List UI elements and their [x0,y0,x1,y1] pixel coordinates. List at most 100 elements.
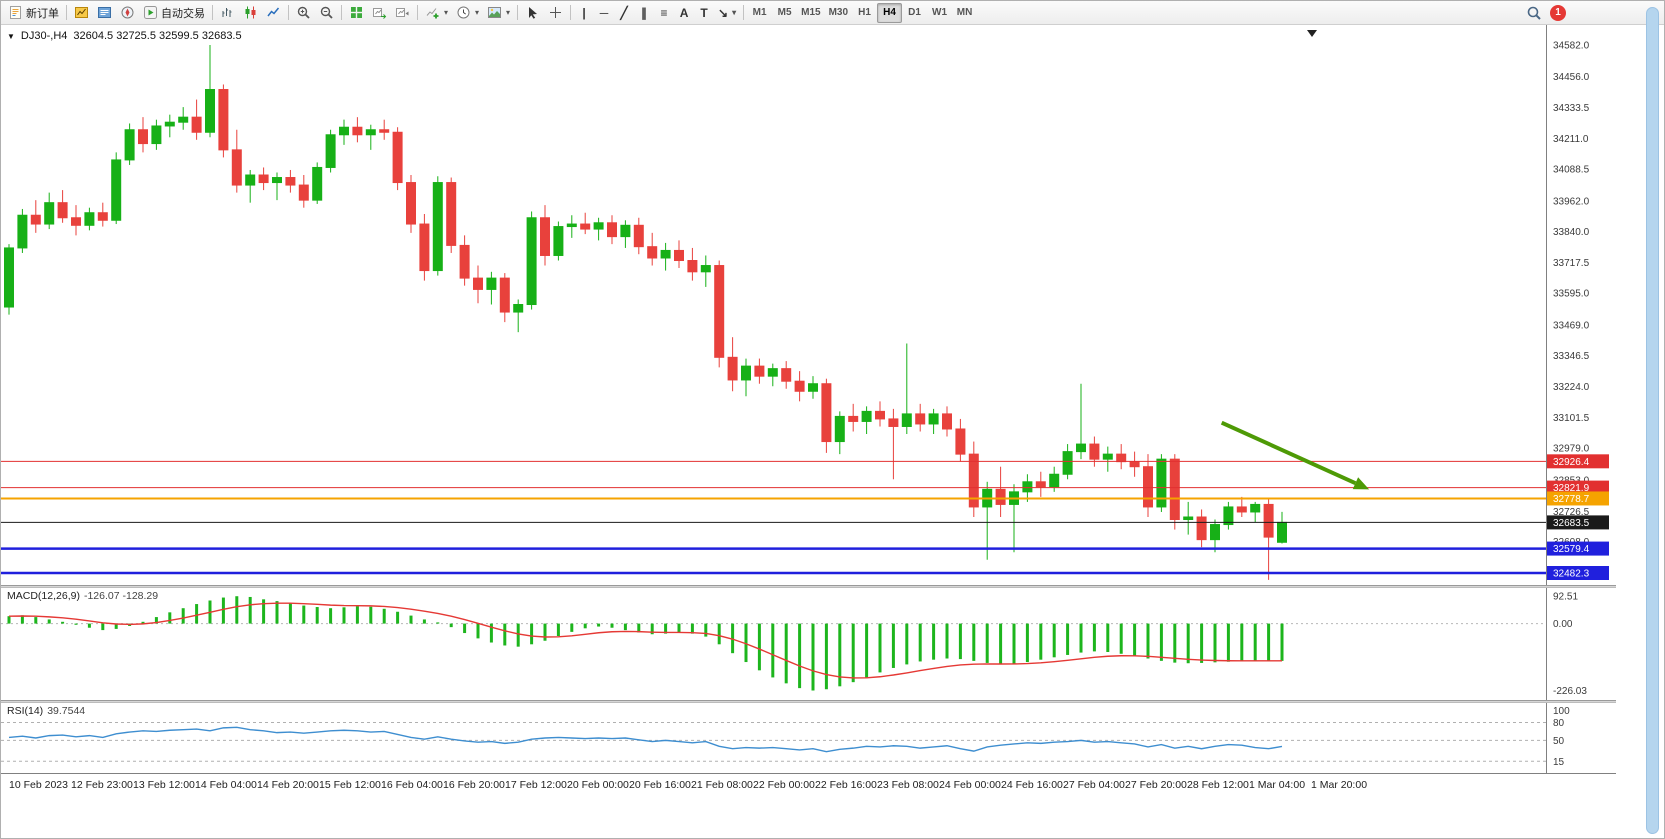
svg-text:32482.3: 32482.3 [1553,569,1590,580]
search-icon [1527,6,1541,20]
new-order-button[interactable]: 新订单 [4,3,63,23]
timeframe-m1-button[interactable]: M1 [747,3,772,23]
price-tag [1547,454,1609,469]
dropdown-arrow-icon: ▾ [506,8,511,17]
time-label: 1 Mar 04:00 [1249,779,1306,791]
indicators-button[interactable]: ▾ [421,3,452,23]
candles-group[interactable] [4,45,1287,580]
svg-text:33962.0: 33962.0 [1553,196,1590,207]
svg-text:80: 80 [1553,718,1565,729]
notification-badge[interactable]: 1 [1550,4,1566,21]
rsi-panel: 100 80 50 15 RSI(14) 39.7544 [1,703,1616,773]
time-label: 15 Feb 12:00 [319,779,381,791]
svg-text:32979.0: 32979.0 [1553,444,1590,455]
profiles-button[interactable] [93,3,116,23]
time-label: 13 Feb 12:00 [133,779,195,791]
svg-text:33346.5: 33346.5 [1553,351,1590,362]
cursor-icon [529,7,538,19]
toolbar-separator [417,5,418,20]
svg-text:-226.03: -226.03 [1553,686,1587,697]
chart-window: 34582.0 34456.0 34333.5 34211.0 34088.5 33962… [1,25,1616,795]
new-chart-icon [75,7,88,18]
time-label: 23 Feb 08:00 [877,779,939,791]
navigator-button[interactable] [116,3,139,23]
timeframe-m15-button[interactable]: M15 [797,3,824,23]
chart-workspace: 34582.0 34456.0 34333.5 34211.0 34088.5 33962… [1,7,1664,838]
arrows-button[interactable]: ↘ ▾ [714,3,740,23]
line-chart-icon [267,7,280,17]
horizontal-line-button[interactable]: ─ [594,3,614,23]
cursor-button[interactable] [521,3,544,23]
timeframe-d1-button[interactable]: D1 [902,3,927,23]
time-label: 24 Feb 16:00 [1001,779,1063,791]
chart-shift-marker[interactable] [1307,30,1317,37]
svg-text:100: 100 [1553,706,1570,717]
timeframe-w1-button[interactable]: W1 [927,3,952,23]
search-button[interactable] [1522,3,1546,23]
macd-axis-labels: 92.51 0.00 -226.03 [1553,592,1587,697]
trendline-button[interactable]: ╱ [614,3,634,23]
equidistant-channel-button[interactable]: ∥ [634,3,654,23]
time-label: 28 Feb 12:00 [1187,779,1249,791]
time-label: 22 Feb 16:00 [815,779,877,791]
templates-button[interactable]: ▾ [483,3,514,23]
time-label: 10 Feb 2023 [9,779,68,791]
timeframe-h4-button[interactable]: H4 [877,2,903,23]
time-label: 12 Feb 23:00 [71,779,133,791]
rsi-line [8,726,1283,753]
main-chart-panel: 34582.0 34456.0 34333.5 34211.0 34088.5 33962… [1,25,1616,585]
autotrading-button[interactable]: 自动交易 [139,3,209,23]
line-chart-button[interactable] [262,3,285,23]
timeframe-mn-button[interactable]: MN [952,3,977,23]
time-label: 14 Feb 04:00 [195,779,257,791]
svg-text:33595.0: 33595.0 [1553,289,1590,300]
trend-arrow-annotation[interactable] [1220,420,1370,490]
main-toolbar: 新订单 自动交易 [1,1,1664,25]
panel-splitter[interactable] [1,585,1616,588]
zoom-out-icon [320,6,333,19]
timeframe-h1-button[interactable]: H1 [852,3,877,23]
scrollbar-thumb[interactable] [1646,7,1659,834]
template-icon [488,7,502,18]
bar-chart-button[interactable] [216,3,239,23]
macd-chart[interactable]: 92.51 0.00 -226.03 [1,588,1616,700]
svg-text:34582.0: 34582.0 [1553,41,1590,52]
auto-scroll-icon [373,8,387,19]
panel-splitter[interactable] [1,700,1616,703]
zoom-in-button[interactable] [292,3,315,23]
timeframe-m5-button[interactable]: M5 [772,3,797,23]
auto-scroll-button[interactable] [368,3,391,23]
candlestick-chart-icon [245,6,256,19]
svg-text:33224.0: 33224.0 [1553,382,1590,393]
candlestick-chart-button[interactable] [239,3,262,23]
svg-text:34211.0: 34211.0 [1553,134,1589,145]
macd-panel: 92.51 0.00 -226.03 MACD(12,26,9) -126.07 -1… [1,588,1616,700]
timeframe-m30-button[interactable]: M30 [825,3,852,23]
main-price-chart[interactable]: 34582.0 34456.0 34333.5 34211.0 34088.5 33962… [1,25,1616,585]
chart-shift-button[interactable] [391,3,414,23]
rsi-label: RSI(14) 39.7544 [7,705,85,717]
vertical-line-button[interactable]: | [574,3,594,23]
svg-text:33840.0: 33840.0 [1553,227,1590,238]
text-label-button[interactable]: T [694,3,714,23]
svg-text:50: 50 [1553,736,1565,747]
fibonacci-retracement-button[interactable]: ≡ [654,3,674,23]
new-chart-button[interactable] [70,3,93,23]
svg-text:33717.5: 33717.5 [1553,258,1590,269]
dropdown-arrow-icon: ▾ [475,8,480,17]
chart-menu-arrow-icon[interactable]: ▼ [7,31,15,41]
time-label: 20 Feb 16:00 [629,779,691,791]
price-tag [1547,515,1609,530]
time-axis[interactable]: 10 Feb 2023 12 Feb 23:00 13 Feb 12:00 14 Fe… [1,773,1616,795]
profiles-icon [98,7,111,18]
tile-windows-button[interactable] [345,3,368,23]
crosshair-button[interactable] [544,3,567,23]
svg-text:33101.5: 33101.5 [1553,413,1590,424]
periods-button[interactable]: ▾ [452,3,483,23]
time-label: 17 Feb 12:00 [505,779,567,791]
text-button[interactable]: A [674,3,694,23]
bar-chart-icon [222,8,232,17]
zoom-out-button[interactable] [315,3,338,23]
